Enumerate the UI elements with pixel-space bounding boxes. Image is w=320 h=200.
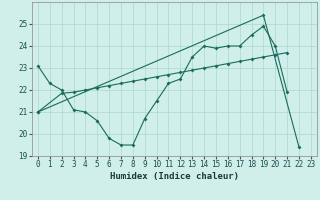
X-axis label: Humidex (Indice chaleur): Humidex (Indice chaleur)	[110, 172, 239, 181]
